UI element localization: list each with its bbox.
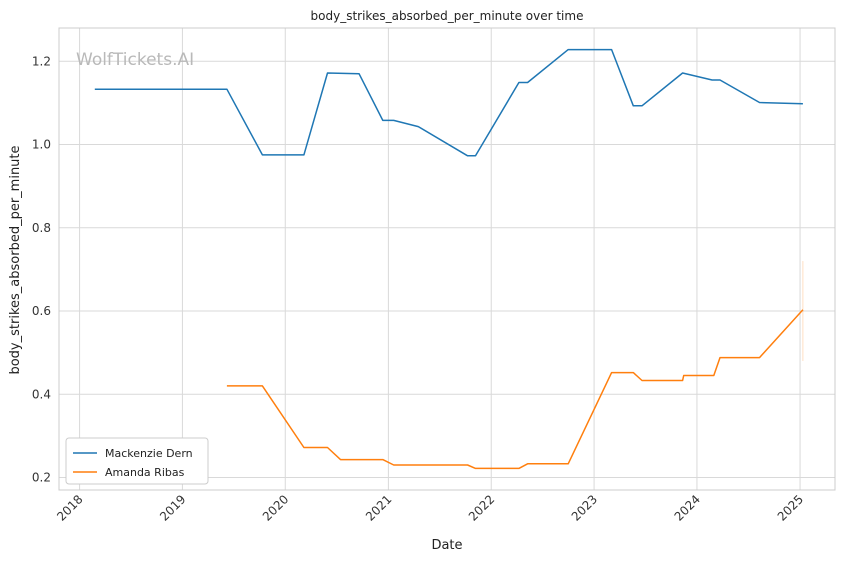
- series-line-mackenzie-dern: [94, 48, 803, 157]
- y-tick-label: 0.4: [32, 387, 51, 401]
- grid: [59, 28, 835, 490]
- y-tick-label: 1.2: [32, 54, 51, 68]
- legend-box: [65, 437, 209, 485]
- legend-label: Mackenzie Dern: [105, 447, 193, 460]
- legend-label: Amanda Ribas: [105, 466, 185, 479]
- series-lines: [94, 48, 804, 470]
- y-axis-label: body_strikes_absorbed_per_minute: [8, 145, 23, 374]
- chart-title: body_strikes_absorbed_per_minute over ti…: [311, 9, 584, 23]
- y-tick-label: 0.6: [32, 304, 51, 318]
- x-axis-label: Date: [431, 538, 462, 553]
- plot-area-frame: [58, 27, 836, 491]
- y-tick-labels: 0.2 0.4 0.6 0.8 1.0 1.2: [32, 54, 51, 484]
- watermark: WolfTickets.AI: [76, 50, 194, 70]
- y-tick-label: 0.8: [32, 221, 51, 235]
- series-line-amanda-ribas: [226, 309, 804, 470]
- legend: Mackenzie Dern Amanda Ribas: [65, 437, 209, 485]
- y-tick-label: 0.2: [32, 471, 51, 485]
- y-tick-label: 1.0: [32, 138, 51, 152]
